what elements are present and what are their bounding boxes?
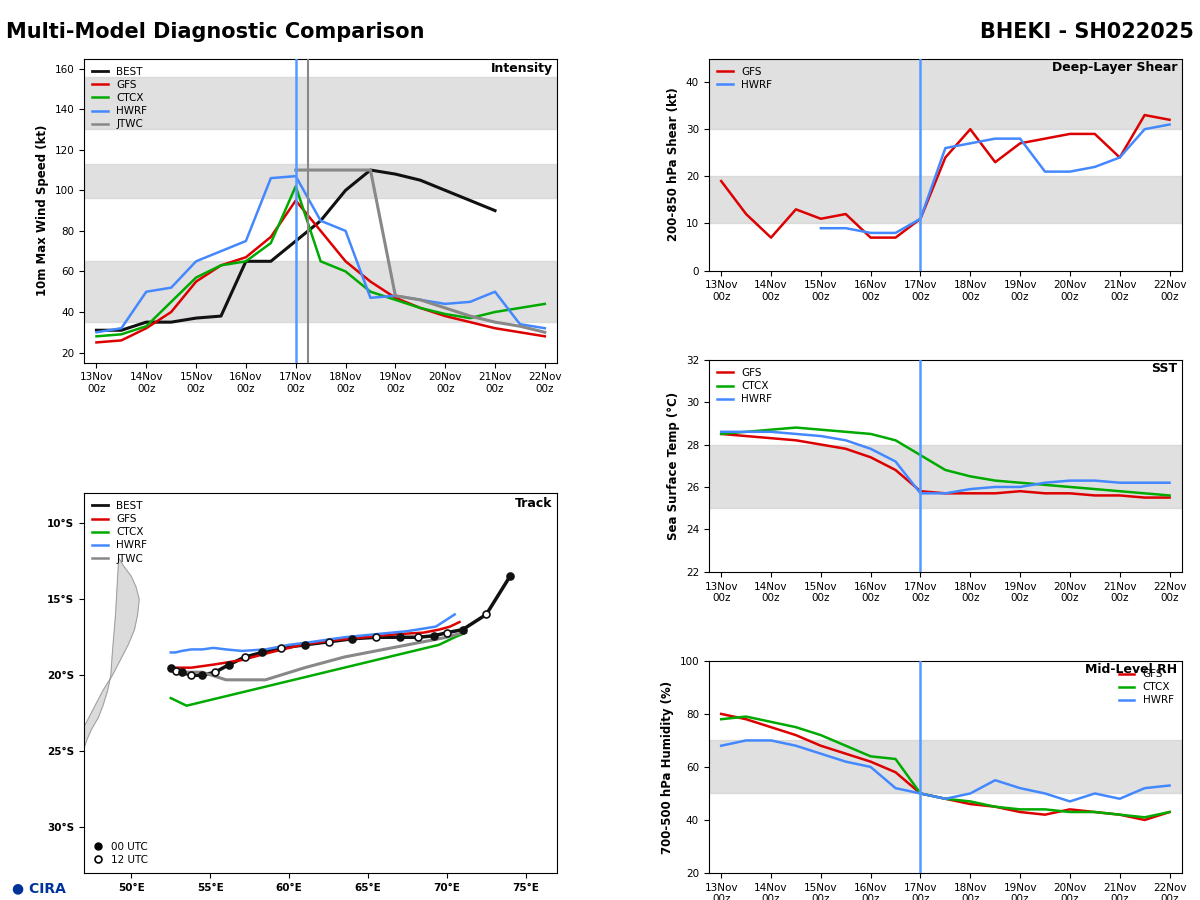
- Y-axis label: 200-850 hPa Shear (kt): 200-850 hPa Shear (kt): [667, 87, 680, 241]
- Text: Intensity: Intensity: [491, 61, 552, 75]
- Polygon shape: [71, 558, 139, 760]
- Y-axis label: Sea Surface Temp (°C): Sea Surface Temp (°C): [667, 392, 680, 540]
- Text: Mid-Level RH: Mid-Level RH: [1085, 663, 1177, 676]
- Text: Multi-Model Diagnostic Comparison: Multi-Model Diagnostic Comparison: [6, 22, 425, 42]
- Bar: [84, 261, 557, 322]
- Legend: BEST, GFS, CTCX, HWRF, JTWC: BEST, GFS, CTCX, HWRF, JTWC: [89, 64, 150, 132]
- Y-axis label: 10m Max Wind Speed (kt): 10m Max Wind Speed (kt): [36, 125, 49, 296]
- Legend: GFS, HWRF: GFS, HWRF: [714, 64, 775, 93]
- Text: Track: Track: [515, 497, 552, 509]
- Legend: 00 UTC, 12 UTC: 00 UTC, 12 UTC: [89, 839, 151, 868]
- Legend: GFS, CTCX, HWRF: GFS, CTCX, HWRF: [1116, 666, 1177, 708]
- Bar: [84, 76, 557, 130]
- Text: ● CIRA: ● CIRA: [12, 881, 66, 896]
- Bar: [709, 58, 1182, 130]
- Y-axis label: 700-500 hPa Humidity (%): 700-500 hPa Humidity (%): [661, 680, 674, 853]
- Text: Deep-Layer Shear: Deep-Layer Shear: [1051, 60, 1177, 74]
- Bar: [709, 445, 1182, 508]
- Bar: [709, 176, 1182, 223]
- Text: BHEKI - SH022025: BHEKI - SH022025: [980, 22, 1194, 42]
- Bar: [84, 164, 557, 198]
- Legend: GFS, CTCX, HWRF: GFS, CTCX, HWRF: [714, 364, 775, 408]
- Text: SST: SST: [1151, 362, 1177, 374]
- Bar: [709, 741, 1182, 794]
